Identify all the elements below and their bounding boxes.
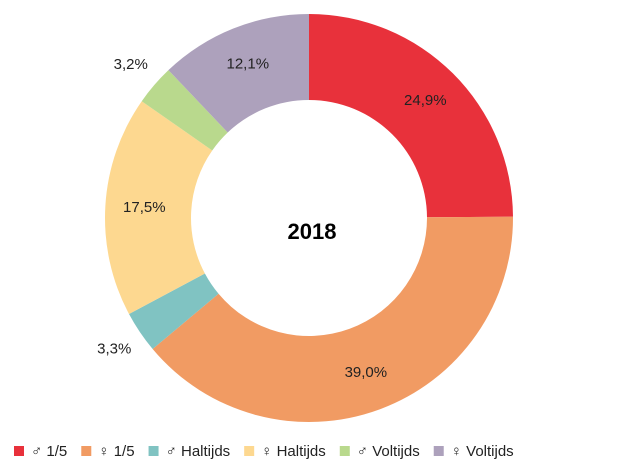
slice — [104, 101, 213, 315]
data-label: 12,1% — [227, 56, 270, 73]
legend-swatch — [339, 446, 350, 456]
legend-swatch — [81, 446, 92, 456]
legend-label: ♀ 1/5 — [98, 443, 134, 460]
slice — [129, 273, 219, 350]
legend-swatch — [433, 446, 444, 456]
legend-label: ♂ Voltijds — [357, 443, 420, 460]
center-text: 2018 — [288, 219, 337, 244]
slice — [309, 14, 513, 218]
data-label: 24,9% — [404, 92, 447, 109]
legend-label: ♀ Haltijds — [261, 443, 326, 460]
data-label: 17,5% — [123, 199, 166, 216]
data-label: 3,2% — [114, 56, 148, 73]
legend-swatch — [244, 446, 255, 456]
legend-swatch — [14, 446, 24, 456]
slice — [168, 14, 309, 133]
data-label: 39,0% — [345, 364, 388, 381]
slice — [152, 216, 513, 422]
slice — [141, 70, 228, 151]
data-label: 3,3% — [97, 340, 131, 357]
legend-label: ♂ Haltijds — [166, 443, 231, 460]
legend-label: ♀ Voltijds — [451, 443, 514, 460]
legend-swatch — [148, 446, 159, 456]
legend-label: ♂ 1/5 — [31, 443, 67, 460]
